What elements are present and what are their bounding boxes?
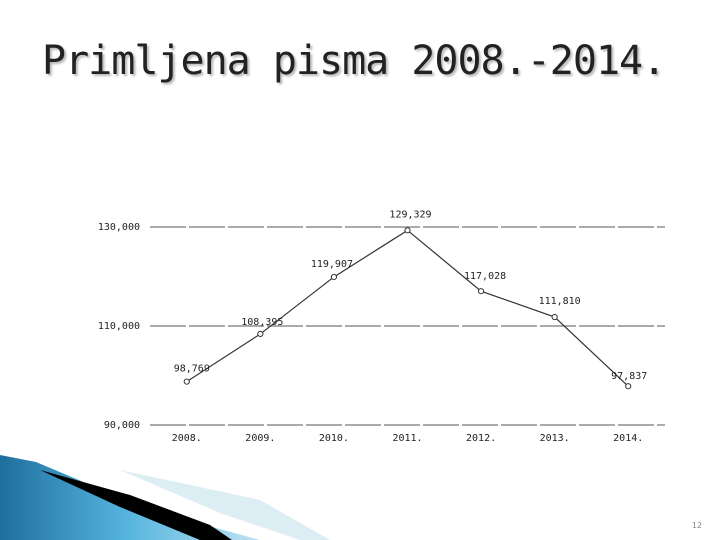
data-point <box>330 273 338 281</box>
data-point <box>477 288 485 295</box>
axis-labels: 90,000 110,000 130,000 2008. 2009. 2010. 2011.… <box>98 222 643 444</box>
data-point <box>625 383 632 390</box>
x-tick-label: 2009. <box>245 433 275 444</box>
x-tick-label: 2013. <box>540 433 570 444</box>
series-polyline <box>186 229 629 387</box>
data-point <box>257 330 264 338</box>
data-label: 117,028 <box>464 271 506 282</box>
series-line <box>183 227 632 390</box>
y-tick-label: 110,000 <box>98 321 140 332</box>
data-labels: 98,769 108,395 119,907 129,329 117,028 111,81… <box>174 209 648 382</box>
data-point <box>183 378 190 385</box>
page-number: 12 <box>691 521 702 530</box>
data-label: 119,907 <box>311 259 353 270</box>
data-label: 111,810 <box>539 296 581 307</box>
y-tick-label: 90,000 <box>104 420 140 431</box>
decorative-swoosh <box>0 455 330 540</box>
data-point <box>551 313 558 321</box>
slide-title: Primljena pisma 2008.-2014. <box>42 38 666 84</box>
data-label: 108,395 <box>241 317 283 328</box>
x-tick-label: 2011. <box>392 433 422 444</box>
data-label: 98,769 <box>174 364 210 375</box>
y-tick-label: 130,000 <box>98 222 140 233</box>
x-tick-label: 2014. <box>613 433 643 444</box>
x-tick-label: 2010. <box>319 433 349 444</box>
data-label: 129,329 <box>389 209 431 220</box>
gridlines <box>150 226 665 426</box>
x-tick-label: 2008. <box>172 433 202 444</box>
data-label: 97,837 <box>611 371 647 382</box>
data-point <box>404 227 411 234</box>
x-tick-label: 2012. <box>466 433 496 444</box>
